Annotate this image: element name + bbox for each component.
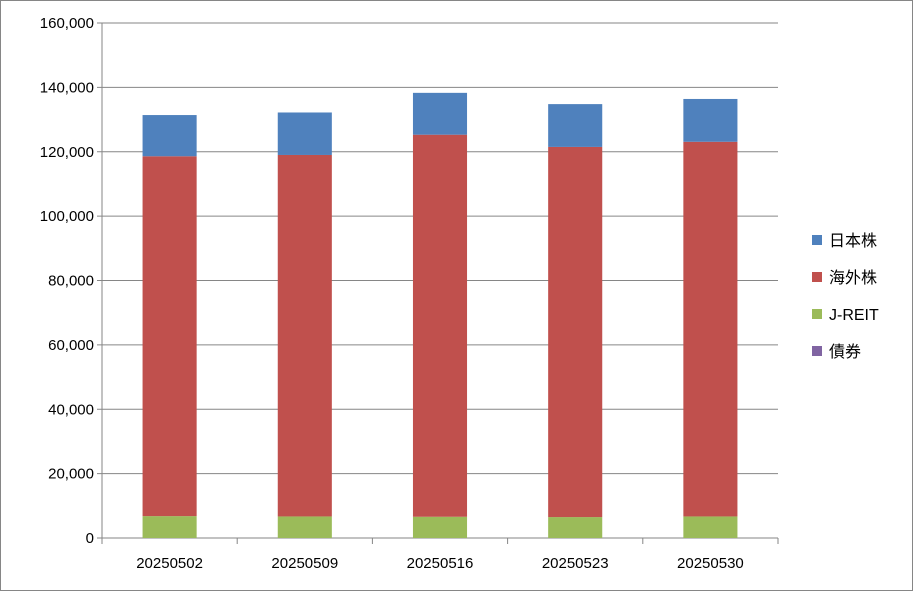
y-tick-label: 120,000 — [40, 144, 94, 161]
y-tick-label: 0 — [86, 530, 94, 547]
legend-swatch — [812, 235, 822, 245]
y-tick-label: 20,000 — [48, 466, 94, 483]
legend-label: J-REIT — [829, 307, 879, 324]
legend-swatch — [812, 346, 822, 356]
bar-segment — [277, 154, 332, 517]
bar-segment — [548, 517, 603, 538]
bar-segment — [548, 146, 603, 518]
x-tick-label: 20250530 — [677, 555, 744, 572]
bar-segment — [142, 516, 197, 538]
bar-segment — [683, 516, 738, 538]
x-tick-label: 20250509 — [271, 555, 338, 572]
bar-segment — [412, 134, 468, 517]
bar-segment — [683, 141, 738, 517]
x-tick-label: 20250502 — [136, 555, 203, 572]
bar-segment — [683, 98, 738, 142]
bar-segment — [548, 104, 603, 147]
bar-segment — [412, 92, 468, 135]
legend-label: 海外株 — [829, 269, 877, 287]
y-tick-label: 140,000 — [40, 79, 94, 96]
bar-segment — [142, 156, 197, 517]
x-tick-label: 20250523 — [542, 555, 609, 572]
bar-segment — [277, 112, 332, 155]
bar-segment — [142, 115, 197, 157]
y-tick-label: 100,000 — [40, 208, 94, 225]
y-tick-label: 80,000 — [48, 273, 94, 290]
y-tick-label: 60,000 — [48, 337, 94, 354]
y-tick-label: 160,000 — [40, 15, 94, 32]
legend-label: 債券 — [829, 343, 861, 361]
legend-swatch — [812, 272, 822, 282]
legend-label: 日本株 — [829, 232, 877, 250]
legend-swatch — [812, 309, 822, 319]
bar-segment — [277, 516, 332, 538]
bar-segment — [412, 516, 468, 538]
y-tick-label: 40,000 — [48, 401, 94, 418]
x-tick-label: 20250516 — [407, 555, 474, 572]
